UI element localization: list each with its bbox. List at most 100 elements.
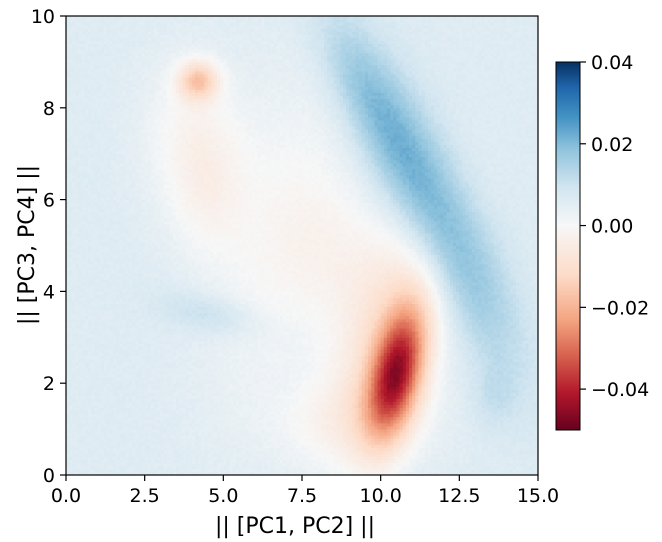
heatmap-cell [138,160,142,163]
heatmap-cell [142,325,146,328]
heatmap-cell [126,310,130,313]
heatmap-cell [160,365,164,368]
heatmap-cell [82,386,86,389]
heatmap-cell [91,233,95,236]
heatmap-cell [129,31,133,34]
heatmap-cell [88,444,92,447]
heatmap-cell [97,227,101,230]
heatmap-cell [138,365,142,368]
heatmap-cell [82,261,86,264]
heatmap-cell [129,190,133,193]
heatmap-cell [113,356,117,359]
heatmap-cell [107,255,111,258]
heatmap-cell [94,340,98,343]
heatmap-cell [101,402,105,405]
heatmap-cell [107,402,111,405]
heatmap-cell [151,197,155,200]
heatmap-cell [119,34,123,37]
heatmap-cell [126,129,130,132]
heatmap-cell [160,466,164,469]
heatmap-cell [164,114,168,117]
heatmap-cell [113,414,117,417]
heatmap-cell [116,224,120,227]
heatmap-cell [91,34,95,37]
heatmap-cell [110,441,114,444]
heatmap-cell [116,96,120,99]
heatmap-cell [138,53,142,56]
heatmap-cell [164,411,168,414]
heatmap-cell [116,288,120,291]
heatmap-cell [104,99,108,102]
heatmap-cell [101,175,105,178]
heatmap-cell [145,304,149,307]
heatmap-cell [91,77,95,80]
heatmap-cell [154,389,158,392]
heatmap-cell [91,197,95,200]
heatmap-cell [119,444,123,447]
heatmap-cell [85,405,89,408]
heatmap-cell [132,53,136,56]
heatmap-cell [75,426,79,429]
heatmap-cell [107,441,111,444]
heatmap-cell [107,178,111,181]
heatmap-cell [97,307,101,310]
heatmap-cell [72,435,76,438]
heatmap-cell [138,50,142,53]
heatmap-cell [101,215,105,218]
heatmap-cell [82,34,86,37]
heatmap-cell [101,261,105,264]
heatmap-cell [116,334,120,337]
heatmap-cell [101,469,105,472]
heatmap-cell [123,454,127,457]
heatmap-cell [154,215,158,218]
heatmap-cell [104,285,108,288]
heatmap-cell [72,301,76,304]
heatmap-cell [138,249,142,252]
heatmap-cell [160,252,164,255]
heatmap-cell [82,163,86,166]
heatmap-cell [132,377,136,380]
heatmap-cell [132,71,136,74]
heatmap-cell [72,120,76,123]
heatmap-cell [91,83,95,86]
heatmap-cell [151,365,155,368]
heatmap-cell [142,37,146,40]
heatmap-cell [138,405,142,408]
heatmap-cell [135,447,139,450]
heatmap-cell [72,310,76,313]
heatmap-cell [110,77,114,80]
heatmap-cell [75,285,79,288]
heatmap-cell [110,209,114,212]
heatmap-cell [107,310,111,313]
heatmap-cell [116,93,120,96]
heatmap-cell [129,423,133,426]
heatmap-cell [88,417,92,420]
heatmap-cell [72,392,76,395]
heatmap-cell [94,193,98,196]
heatmap-cell [154,405,158,408]
heatmap-cell [113,258,117,261]
heatmap-cell [157,77,161,80]
heatmap-cell [97,59,101,62]
heatmap-cell [157,249,161,252]
heatmap-cell [148,346,152,349]
heatmap-cell [91,151,95,154]
heatmap-cell [119,402,123,405]
heatmap-cell [110,313,114,316]
heatmap-cell [164,50,168,53]
heatmap-cell [142,86,146,89]
heatmap-cell [94,77,98,80]
heatmap-cell [154,141,158,144]
heatmap-cell [69,340,73,343]
heatmap-cell [145,291,149,294]
heatmap-cell [123,169,127,172]
heatmap-cell [132,267,136,270]
heatmap-cell [91,184,95,187]
heatmap-cell [154,402,158,405]
heatmap-cell [110,102,114,105]
heatmap-cell [126,31,130,34]
heatmap-cell [101,285,105,288]
heatmap-cell [82,114,86,117]
heatmap-cell [69,145,73,148]
heatmap-cell [132,288,136,291]
